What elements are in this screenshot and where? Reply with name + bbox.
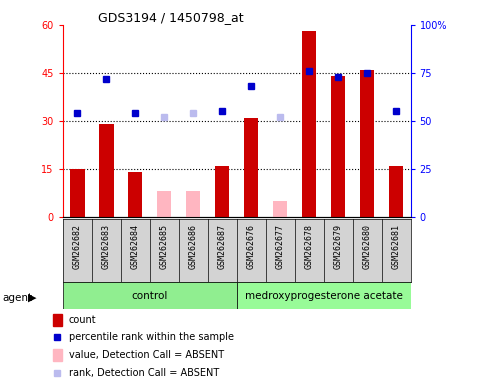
Bar [215,166,229,217]
Bar [157,191,171,217]
Bar [53,349,62,361]
Text: rank, Detection Call = ABSENT: rank, Detection Call = ABSENT [69,368,219,378]
Text: control: control [131,291,168,301]
Text: GSM262678: GSM262678 [305,224,313,269]
Text: GSM262683: GSM262683 [102,224,111,269]
Bar [389,166,403,217]
Bar [331,76,345,217]
Text: agent: agent [2,293,32,303]
Text: GSM262682: GSM262682 [73,224,82,269]
Text: GSM262680: GSM262680 [363,224,371,269]
Bar [99,124,114,217]
Text: GDS3194 / 1450798_at: GDS3194 / 1450798_at [98,11,243,24]
Text: GSM262679: GSM262679 [334,224,342,269]
Bar [128,172,142,217]
Text: GSM262677: GSM262677 [276,224,284,269]
Bar [360,70,374,217]
Text: GSM262681: GSM262681 [392,224,400,269]
Text: GSM262686: GSM262686 [189,224,198,269]
FancyBboxPatch shape [237,282,411,309]
Text: count: count [69,315,96,325]
Text: percentile rank within the sample: percentile rank within the sample [69,333,234,343]
Bar [273,201,287,217]
Bar [70,169,85,217]
Bar [302,31,316,217]
Text: ▶: ▶ [28,293,37,303]
Bar [186,191,200,217]
Bar [53,314,62,326]
FancyBboxPatch shape [63,282,237,309]
Text: GSM262687: GSM262687 [218,224,227,269]
Text: value, Detection Call = ABSENT: value, Detection Call = ABSENT [69,350,224,360]
Text: GSM262684: GSM262684 [131,224,140,269]
Text: GSM262676: GSM262676 [247,224,256,269]
Text: GSM262685: GSM262685 [160,224,169,269]
Text: medroxyprogesterone acetate: medroxyprogesterone acetate [245,291,402,301]
Bar [244,118,258,217]
